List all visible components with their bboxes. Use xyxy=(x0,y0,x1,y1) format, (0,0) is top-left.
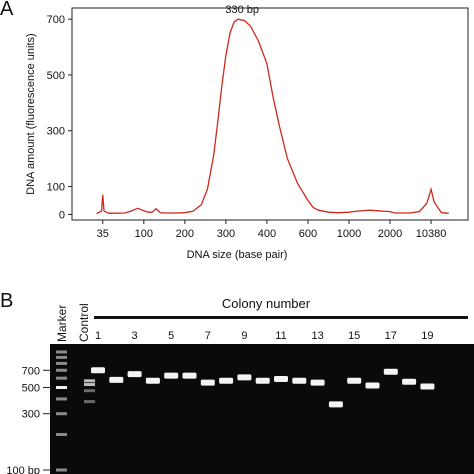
plot-frame xyxy=(71,7,469,221)
colony-band xyxy=(402,378,417,385)
marker-band xyxy=(56,368,67,372)
colony-band xyxy=(91,367,105,374)
gel-size-axis: 700 500 300 100 bp xyxy=(6,365,50,474)
marker-band xyxy=(56,468,67,472)
gel-bands xyxy=(56,350,435,472)
colony-band xyxy=(237,374,252,381)
peak-annotation: 330 bp xyxy=(225,4,259,16)
colony-number: 3 xyxy=(132,330,138,342)
colony-number: 15 xyxy=(348,330,360,342)
colony-band xyxy=(219,377,234,384)
y-tick-label: 700 xyxy=(47,14,65,26)
control-band xyxy=(84,389,95,393)
colony-number: 13 xyxy=(311,330,323,342)
colony-band xyxy=(145,377,160,384)
marker-band xyxy=(56,397,67,401)
x-tick-label: 1000 xyxy=(337,228,361,240)
colony-band xyxy=(328,401,343,408)
marker-band xyxy=(56,386,67,390)
gel-title: Colony number xyxy=(222,296,311,311)
gel-size-label: 700 xyxy=(22,365,40,377)
y-axis: 0 100 300 500 700 xyxy=(47,14,72,221)
gel-size-label: 300 xyxy=(22,409,40,421)
colony-band xyxy=(383,368,398,375)
marker-band xyxy=(56,350,67,354)
y-tick-label: 0 xyxy=(59,209,65,221)
colony-band xyxy=(292,377,307,384)
colony-band xyxy=(274,376,288,383)
colony-band xyxy=(127,371,142,378)
y-tick-label: 500 xyxy=(47,70,65,82)
x-tick-label: 200 xyxy=(176,228,194,240)
y-axis-label: DNA amount (fluorescence units) xyxy=(25,33,37,194)
y-tick-label: 300 xyxy=(47,126,65,138)
colony-number-labels: 1 3 5 7 9 11 13 15 17 19 xyxy=(95,330,434,342)
panel-b-label: B xyxy=(0,290,13,312)
control-band xyxy=(84,383,95,387)
x-tick-label: 400 xyxy=(258,228,276,240)
marker-band xyxy=(56,361,67,365)
panel-a-chart: 0 100 300 500 700 35 100 200 300 400 600 1000 2000 1… xyxy=(25,4,469,261)
marker-band xyxy=(56,432,67,436)
x-tick-label: 2000 xyxy=(378,228,402,240)
colony-number: 7 xyxy=(205,330,211,342)
colony-band xyxy=(182,372,197,379)
marker-band xyxy=(56,376,67,380)
marker-lane-label: Marker xyxy=(55,305,69,342)
x-axis-label: DNA size (base pair) xyxy=(187,249,288,261)
x-tick-label: 100 xyxy=(135,228,153,240)
colony-number: 9 xyxy=(241,330,247,342)
control-band xyxy=(84,400,95,404)
y-tick-label: 100 xyxy=(47,182,65,194)
x-tick-label: 10380 xyxy=(416,228,447,240)
colony-number: 1 xyxy=(95,330,101,342)
gel-image xyxy=(50,344,474,474)
colony-bracket-line xyxy=(94,316,468,319)
x-tick-label: 300 xyxy=(217,228,235,240)
marker-band xyxy=(56,412,67,416)
panel-a-label: A xyxy=(0,0,14,20)
colony-band xyxy=(164,372,179,379)
fluorescence-trace xyxy=(96,18,449,215)
marker-band xyxy=(56,355,67,359)
gel-size-label: 500 xyxy=(22,383,40,395)
gel-size-label: 100 bp xyxy=(6,465,40,474)
control-band xyxy=(84,379,95,383)
colony-band xyxy=(200,379,215,386)
control-lane-label: Control xyxy=(77,303,91,342)
colony-number: 5 xyxy=(168,330,174,342)
panel-b-gel: Marker Control Colony number 1 3 5 7 9 11 13 15… xyxy=(6,296,474,474)
x-tick-label: 600 xyxy=(299,228,317,240)
x-axis: 35 100 200 300 400 600 1000 2000 10380 xyxy=(97,220,447,240)
colony-number: 17 xyxy=(385,330,397,342)
colony-number: 19 xyxy=(421,330,433,342)
colony-number: 11 xyxy=(275,330,286,342)
colony-band xyxy=(310,379,325,386)
colony-band xyxy=(365,382,380,389)
colony-band xyxy=(420,383,435,390)
x-tick-label: 35 xyxy=(97,228,109,240)
colony-band xyxy=(255,377,270,384)
colony-band xyxy=(109,376,124,383)
colony-band xyxy=(347,377,362,384)
